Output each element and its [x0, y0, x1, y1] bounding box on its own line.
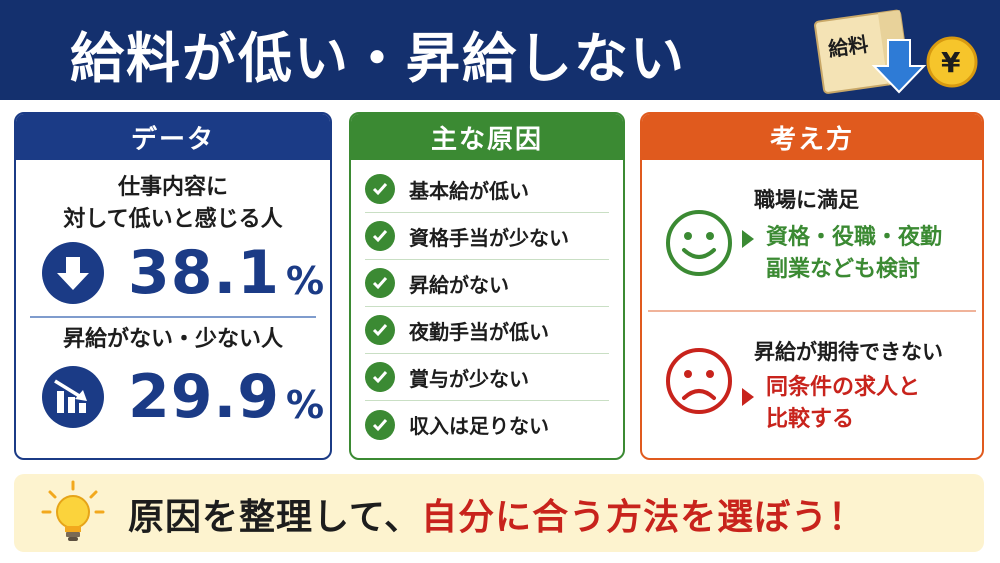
unsatisfied-title: 昇給が期待できない — [754, 340, 943, 364]
banner-text-emphasis: 自分に合う方法を選ぼう！ — [421, 497, 866, 538]
banner-text-dark: 原因を整理して、 — [128, 497, 422, 538]
stat-block-no-raise: 昇給がない・少ない人 29.9 % — [16, 324, 330, 432]
banner-text: 原因を整理して、自分に合う方法を選ぼう！ — [128, 488, 865, 540]
lightbulb-icon — [41, 480, 105, 541]
divider — [648, 310, 976, 312]
cause-text: 基本給が低い — [409, 178, 529, 203]
cause-text: 収入は足りない — [409, 414, 549, 438]
play-arrow-icon — [742, 388, 754, 406]
sad-face-icon — [666, 348, 732, 414]
advice-line: 比較する — [766, 407, 855, 432]
stat-unit: % — [286, 383, 325, 427]
list-item: 夜勤手当が低い — [365, 307, 609, 354]
advice-line: 同条件の求人と — [766, 375, 921, 400]
stat-label-line1: 仕事内容に — [117, 175, 228, 200]
stat-row: 38.1 % — [16, 238, 330, 308]
list-item: 資格手当が少ない — [365, 213, 609, 260]
data-panel-heading: データ — [16, 114, 330, 160]
cause-text: 夜勤手当が低い — [409, 319, 549, 344]
list-item: 賞与が少ない — [365, 354, 609, 401]
advice-line: 副業なども検討 — [766, 257, 921, 282]
play-arrow-icon — [742, 230, 754, 248]
header-band: 給料が低い・昇給しない 給料 ¥ — [0, 0, 1000, 100]
stat-row: 29.9 % — [16, 362, 330, 432]
data-panel: データ 仕事内容に 対して低いと感じる人 38.1 % 昇給がない・少ない人 — [14, 112, 332, 460]
check-icon — [365, 268, 395, 298]
stat-label-line2: 対して低いと感じる人 — [63, 207, 283, 232]
salary-envelope-down-icon: 給料 ¥ — [814, 9, 978, 94]
stat-unit: % — [286, 259, 325, 303]
unsatisfied-section: 昇給が期待できない 同条件の求人と 比較する — [642, 312, 982, 458]
cause-list: 基本給が低い 資格手当が少ない 昇給がない 夜勤手当が低い 賞与が少ない 収入は… — [351, 160, 623, 448]
check-icon — [365, 362, 395, 392]
cause-text: 賞与が少ない — [409, 366, 529, 391]
check-icon — [365, 174, 395, 204]
stat-block-low-pay: 仕事内容に 対して低いと感じる人 38.1 % — [16, 160, 330, 308]
cause-panel: 主な原因 基本給が低い 資格手当が少ない 昇給がない 夜勤手当が低い 賞与が少な… — [349, 112, 625, 460]
page-title: 給料が低い・昇給しない — [70, 27, 686, 90]
satisfied-advice: 資格・役職・夜勤 副業なども検討 — [766, 222, 942, 286]
arrow-down-icon — [42, 242, 104, 304]
cause-text: 資格手当が少ない — [409, 225, 569, 250]
cause-panel-heading: 主な原因 — [351, 114, 623, 160]
check-icon — [365, 221, 395, 251]
satisfied-title: 職場に満足 — [754, 188, 859, 212]
smiley-face-icon — [666, 210, 732, 276]
stat-label-line1: 昇給がない・少ない人 — [62, 327, 283, 352]
check-icon — [365, 315, 395, 345]
satisfied-section: 職場に満足 資格・役職・夜勤 副業なども検討 — [642, 160, 982, 310]
summary-banner: 原因を整理して、自分に合う方法を選ぼう！ — [14, 474, 984, 552]
list-item: 基本給が低い — [365, 166, 609, 213]
approach-panel: 考え方 職場に満足 資格・役職・夜勤 副業なども検討 昇給が期待できない 同条件… — [640, 112, 984, 460]
stat-value: 29.9 — [128, 362, 281, 432]
stat-value: 38.1 — [128, 238, 281, 308]
list-item: 昇給がない — [365, 260, 609, 307]
divider — [30, 316, 316, 318]
advice-line: 資格・役職・夜勤 — [766, 225, 943, 250]
declining-bars-icon — [42, 366, 104, 428]
unsatisfied-advice: 同条件の求人と 比較する — [766, 372, 920, 436]
yen-symbol: ¥ — [941, 46, 961, 79]
envelope-label: 給料 — [827, 32, 870, 61]
check-icon — [365, 409, 395, 440]
list-item: 収入は足りない — [365, 401, 609, 448]
cause-text: 昇給がない — [409, 272, 509, 297]
approach-panel-heading: 考え方 — [642, 114, 982, 160]
